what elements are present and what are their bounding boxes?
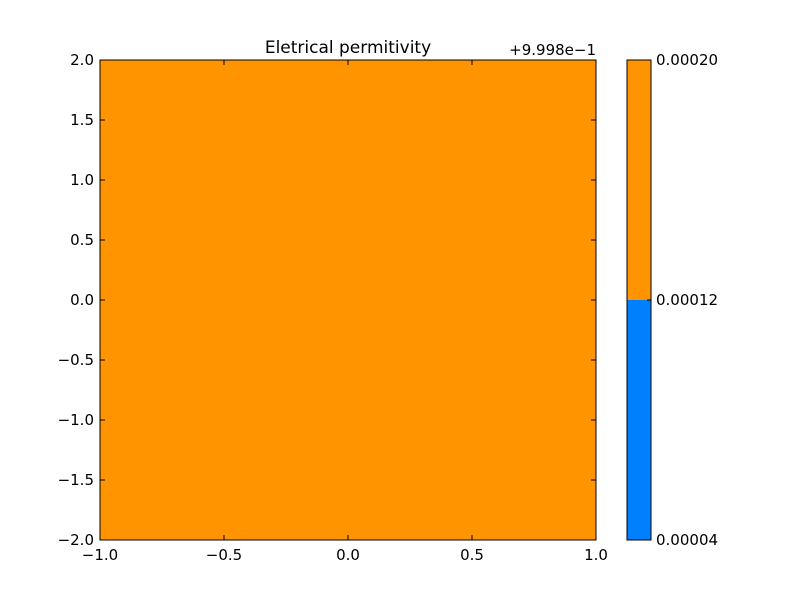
plot-area: −1.0 −0.5 0.0 0.5 1.0 −2.0 −1.5 −1.0 −0.5 0.0 0.5…	[58, 51, 608, 564]
colorbar-levels	[627, 60, 651, 540]
y-tick-label: 1.0	[70, 171, 94, 189]
x-tick-label: 1.0	[584, 546, 608, 564]
y-tick-label: 0.5	[70, 231, 94, 249]
y-tick-label: −0.5	[58, 351, 94, 369]
x-tick-label: −0.5	[206, 546, 242, 564]
colorbar-tick-label: 0.00020	[656, 51, 718, 69]
colorbar-level	[627, 300, 651, 540]
x-tick-label: 0.0	[336, 546, 360, 564]
y-tick-label: −1.5	[58, 471, 94, 489]
y-tick-label: 0.0	[70, 291, 94, 309]
x-tick-label: 0.5	[460, 546, 484, 564]
chart-title: Eletrical permitivity	[265, 38, 431, 58]
y-tick-label: 1.5	[70, 111, 94, 129]
colorbar-tick-label: 0.00012	[656, 291, 718, 309]
permittivity-field	[100, 60, 596, 540]
colorbar: 0.00004 0.00012 0.00020	[626, 51, 718, 549]
y-tick-label: 2.0	[70, 51, 94, 69]
x-tick-label: −1.0	[82, 546, 118, 564]
y-tick-label: −2.0	[58, 531, 94, 549]
y-axis: −2.0 −1.5 −1.0 −0.5 0.0 0.5 1.0 1.5 2.0	[58, 51, 596, 549]
y-tick-label: −1.0	[58, 411, 94, 429]
colorbar-ticks: 0.00004 0.00012 0.00020	[647, 51, 718, 549]
colorbar-offset-label: +9.998e−1	[509, 41, 596, 59]
colorbar-level	[627, 60, 651, 300]
colorbar-tick-label: 0.00004	[656, 531, 718, 549]
x-axis: −1.0 −0.5 0.0 0.5 1.0	[82, 60, 608, 564]
